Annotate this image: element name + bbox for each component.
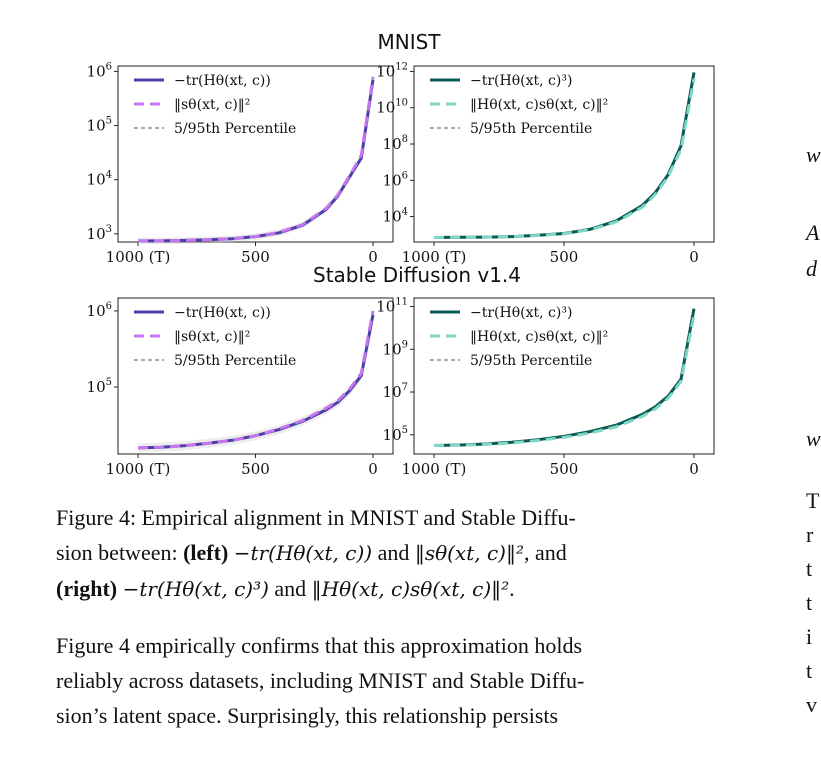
clipped-letter: i (806, 624, 813, 649)
clipped-letter: w (806, 142, 821, 167)
legend-label: 5/95th Percentile (470, 353, 592, 369)
clipped-letter: A (806, 220, 820, 245)
plot-frame (413, 65, 715, 243)
chart-sd-right: 105 107 109 1011 1000 (T) 500 0 −tr(Hθ(xt, c)³)… (376, 297, 715, 478)
caption-right-label: (right) (56, 576, 118, 601)
legend-label: −tr(Hθ(xt, c)) (174, 305, 271, 321)
x-tick-label: 1000 (T) (402, 460, 467, 478)
y-tick-label: 109 (383, 339, 408, 358)
chart-mnist-right: 104 106 108 1010 1012 1000 (T) 500 0 −tr(Hθ(xt, … (376, 61, 715, 266)
body-paragraph: Figure 4 empirically confirms that this … (56, 628, 776, 733)
caption-text: and (268, 576, 312, 601)
x-tick-label: 500 (241, 248, 270, 266)
legend-label: −tr(Hθ(xt, c)³) (470, 73, 572, 89)
y-tick-label: 106 (383, 170, 408, 189)
x-tick-label: 0 (689, 460, 699, 478)
caption-left-label: (left) (183, 540, 229, 565)
y-tick-label: 105 (87, 377, 112, 396)
caption-math: ‖Hθ(xt, c)sθ(xt, c)‖² (311, 577, 510, 601)
series-line-2 (433, 78, 696, 239)
clipped-letter: v (806, 692, 817, 717)
y-tick-label: 103 (87, 224, 112, 243)
legend-label: ‖sθ(xt, c)‖² (174, 97, 250, 113)
x-tick-label: 0 (368, 248, 378, 266)
series-line-2 (433, 314, 696, 447)
legend-label: −tr(Hθ(xt, c)³) (470, 305, 572, 321)
caption-text: and (372, 540, 415, 565)
clipped-letter: T (806, 488, 820, 513)
legend-label: ‖Hθ(xt, c)sθ(xt, c)‖² (470, 97, 608, 113)
caption-line-3: (right) −tr(Hθ(xt, c)³) and ‖Hθ(xt, c)sθ… (56, 571, 776, 607)
caption-line-1: Figure 4: Empirical alignment in MNIST a… (56, 505, 576, 530)
chart-sd-left: 105 106 1000 (T) 500 0 −tr(Hθ(xt, c)) ‖sθ(xt, … (87, 297, 394, 478)
legend-label: −tr(Hθ(xt, c)) (174, 73, 271, 89)
y-tick-label: 1012 (376, 61, 408, 80)
plot-frame (413, 297, 715, 455)
x-tick-label: 1000 (T) (106, 460, 171, 478)
y-tick-label: 104 (87, 170, 112, 189)
legend-label: 5/95th Percentile (174, 353, 296, 369)
y-tick-label: 108 (383, 134, 408, 153)
x-tick-label: 0 (368, 460, 378, 478)
y-tick-label: 104 (383, 207, 408, 226)
clipped-letter: w (806, 426, 821, 451)
x-tick-label: 1000 (T) (106, 248, 171, 266)
legend-label: 5/95th Percentile (174, 121, 296, 137)
caption-text: . (509, 576, 515, 601)
caption-math: −tr(Hθ(xt, c)) (233, 541, 373, 565)
caption-text: , and (524, 540, 567, 565)
body-line: sion’s latent space. Surprisingly, this … (56, 703, 559, 728)
legend-label: ‖Hθ(xt, c)sθ(xt, c)‖² (470, 329, 608, 345)
series-line-1 (137, 314, 375, 450)
y-tick-label: 107 (383, 382, 408, 401)
y-tick-label: 1010 (376, 98, 408, 117)
caption-math: ‖sθ(xt, c)‖² (414, 541, 524, 565)
body-line: Figure 4 empirically confirms that this … (56, 633, 583, 658)
x-tick-label: 0 (689, 248, 699, 266)
figure-caption: Figure 4: Empirical alignment in MNIST a… (56, 500, 776, 607)
y-tick-label: 105 (383, 425, 408, 444)
x-tick-label: 500 (550, 248, 579, 266)
clipped-letter: t (806, 590, 813, 615)
mnist-title: MNIST (377, 30, 441, 54)
body-line: reliably across datasets, including MNIS… (56, 668, 585, 693)
y-tick-label: 106 (87, 61, 112, 80)
plot-frame (117, 65, 394, 243)
plot-frame (117, 297, 394, 455)
y-tick-label: 106 (87, 301, 112, 320)
y-tick-label: 1011 (376, 297, 408, 316)
y-tick-label: 105 (87, 116, 112, 135)
clipped-letter: t (806, 658, 813, 683)
sd-title: Stable Diffusion v1.4 (312, 263, 522, 287)
series-line-2 (137, 310, 375, 450)
x-tick-label: 500 (550, 460, 579, 478)
clipped-letter: d (806, 256, 817, 281)
series-line-1 (138, 79, 375, 243)
caption-math: −tr(Hθ(xt, c)³) (122, 577, 269, 601)
clipped-letter: t (806, 556, 813, 581)
x-tick-label: 1000 (T) (402, 248, 467, 266)
x-tick-label: 500 (241, 460, 270, 478)
legend-label: 5/95th Percentile (470, 121, 592, 137)
clipped-letter: r (806, 522, 814, 547)
caption-text: sion between: (56, 540, 184, 565)
caption-line-2: sion between: (left) −tr(Hθ(xt, c)) and … (56, 535, 776, 571)
legend-label: ‖sθ(xt, c)‖² (174, 329, 250, 345)
chart-mnist-left: 103 104 105 106 1000 (T) 500 0 −tr(Hθ(xt, c)) ‖s… (87, 61, 394, 266)
